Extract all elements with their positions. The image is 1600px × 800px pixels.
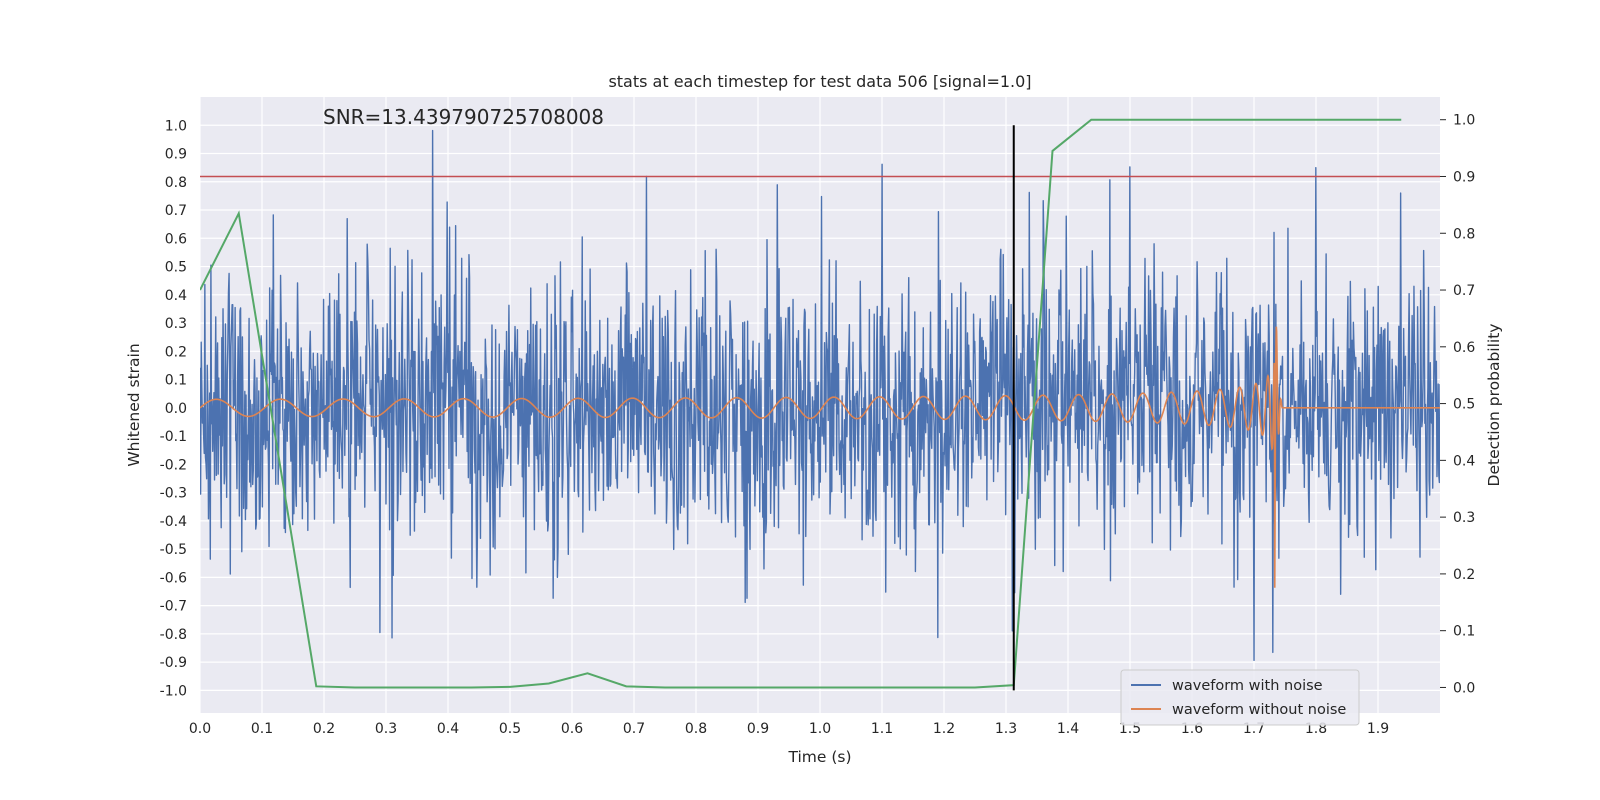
x-tick-label: 0.9 bbox=[747, 721, 769, 737]
x-tick-label: 0.1 bbox=[251, 721, 273, 737]
right-tick-label: 1.0 bbox=[1453, 113, 1475, 129]
x-tick-label: 0.7 bbox=[623, 721, 645, 737]
left-tick-label: 0.8 bbox=[165, 175, 187, 191]
x-tick-label: 0.4 bbox=[437, 721, 459, 737]
legend-box bbox=[1120, 669, 1360, 726]
x-tick-label: 0.5 bbox=[499, 721, 521, 737]
right-tick-label: 0.2 bbox=[1453, 567, 1475, 583]
x-tick-label: 1.2 bbox=[933, 721, 955, 737]
legend-label-clean: waveform without noise bbox=[1172, 702, 1346, 718]
series-waveform-with-noise bbox=[200, 129, 1440, 662]
x-tick-label: 0.8 bbox=[685, 721, 707, 737]
chart-title: stats at each timestep for test data 506… bbox=[608, 72, 1031, 91]
left-tick-label: 0.3 bbox=[165, 316, 187, 332]
left-tick-label: 0.9 bbox=[165, 147, 187, 163]
left-tick-label: -0.4 bbox=[160, 514, 187, 530]
y-axis-label-right: Detection probability bbox=[1485, 324, 1503, 487]
left-tick-label: -0.3 bbox=[160, 486, 187, 502]
x-tick-label: 0.2 bbox=[313, 721, 335, 737]
right-tick-label: 0.9 bbox=[1453, 169, 1475, 185]
left-tick-label: 0.6 bbox=[165, 231, 187, 247]
left-axis-ticks: 1.0 0.9 0.8 0.7 0.6 0.5 0.4 0.3 0.2 0.1 0.0 -0.1 -0.… bbox=[160, 118, 187, 699]
right-tick-label: 0.5 bbox=[1453, 397, 1475, 413]
left-tick-label: -0.1 bbox=[160, 429, 187, 445]
x-tick-label: 1.1 bbox=[871, 721, 893, 737]
right-tick-label: 0.4 bbox=[1453, 453, 1475, 469]
left-tick-label: 0.5 bbox=[165, 260, 187, 276]
right-axis-ticks: 1.0 0.9 0.8 0.7 0.6 0.5 0.4 0.3 0.2 0.1 0.0 bbox=[1440, 113, 1475, 696]
left-tick-label: 1.0 bbox=[165, 118, 187, 134]
right-tick-label: 0.7 bbox=[1453, 283, 1475, 299]
left-tick-label: 0.4 bbox=[165, 288, 187, 304]
series-layer bbox=[200, 118, 1440, 691]
legend: waveform with noise waveform without noi… bbox=[1120, 669, 1360, 726]
left-tick-label: -1.0 bbox=[160, 683, 187, 699]
x-tick-label: 1.0 bbox=[809, 721, 831, 737]
y-axis-label-left: Whitened strain bbox=[125, 343, 143, 466]
snr-annotation: SNR=13.439790725708008 bbox=[323, 105, 604, 129]
left-tick-label: 0.1 bbox=[165, 373, 187, 389]
left-tick-label: 0.0 bbox=[165, 401, 187, 417]
left-tick-label: -0.6 bbox=[160, 570, 187, 586]
right-tick-label: 0.8 bbox=[1453, 226, 1475, 242]
left-tick-label: 0.7 bbox=[165, 203, 187, 219]
x-tick-label: 1.4 bbox=[1057, 721, 1079, 737]
right-tick-label: 0.1 bbox=[1453, 624, 1475, 640]
x-axis-label: Time (s) bbox=[787, 748, 851, 766]
legend-label-noise: waveform with noise bbox=[1172, 678, 1323, 694]
right-tick-label: 0.3 bbox=[1453, 510, 1475, 526]
series-waveform-without-noise bbox=[200, 326, 1440, 588]
right-tick-label: 0.0 bbox=[1453, 680, 1475, 696]
left-tick-label: -0.2 bbox=[160, 457, 187, 473]
left-tick-label: -0.8 bbox=[160, 627, 187, 643]
left-tick-label: -0.9 bbox=[160, 655, 187, 671]
x-tick-label: 1.9 bbox=[1367, 721, 1389, 737]
left-tick-label: -0.5 bbox=[160, 542, 187, 558]
left-tick-label: -0.7 bbox=[160, 599, 187, 615]
series-detection-probability bbox=[200, 118, 1402, 689]
x-tick-label: 1.3 bbox=[995, 721, 1017, 737]
x-tick-label: 0.6 bbox=[561, 721, 583, 737]
right-tick-label: 0.6 bbox=[1453, 340, 1475, 356]
x-tick-label: 0.3 bbox=[375, 721, 397, 737]
left-tick-label: 0.2 bbox=[165, 344, 187, 360]
x-tick-label: 0.0 bbox=[189, 721, 211, 737]
